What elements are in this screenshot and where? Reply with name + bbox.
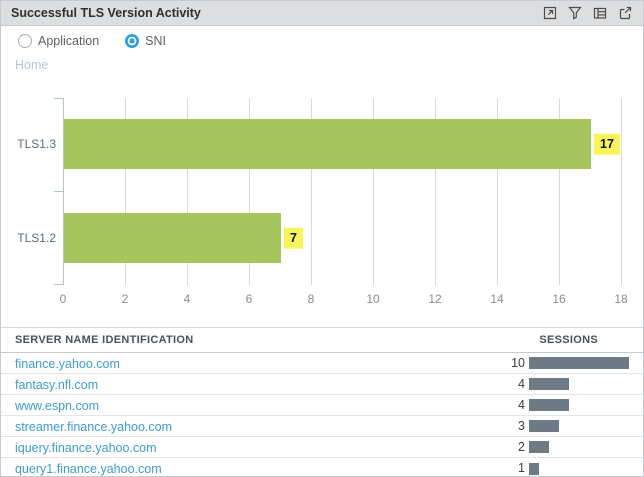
- filter-icon[interactable]: [567, 5, 583, 21]
- sessions-count: 2: [518, 439, 525, 454]
- gridline: [621, 98, 622, 285]
- breadcrumb-home-link[interactable]: Home: [15, 58, 49, 72]
- sessions-cell: 4: [495, 374, 569, 394]
- bar-tls13[interactable]: 17: [64, 119, 620, 169]
- sni-link[interactable]: query1.finance.yahoo.com: [15, 462, 162, 476]
- y-axis-tick: [54, 98, 63, 99]
- bar-tls12-value-label: 7: [284, 227, 303, 249]
- x-tick-12: 12: [428, 292, 442, 306]
- sessions-cell: 4: [495, 395, 569, 415]
- bar-tls13-value-label: 17: [594, 133, 620, 155]
- sni-link[interactable]: iquery.finance.yahoo.com: [15, 441, 157, 455]
- sni-sessions-table: SERVER NAME IDENTIFICATION SESSIONS fina…: [1, 327, 643, 476]
- radio-sni-label: SNI: [145, 34, 166, 48]
- table-row: iquery.finance.yahoo.com 2: [1, 437, 643, 458]
- table-row: finance.yahoo.com 10: [1, 353, 643, 374]
- sessions-cell: 10: [495, 353, 629, 373]
- gridline: [249, 98, 250, 285]
- radio-sni-circle[interactable]: [125, 34, 140, 48]
- chart-plot-area: 17 7: [54, 98, 622, 285]
- sessions-count: 10: [511, 355, 525, 370]
- gridline: [435, 98, 436, 285]
- radio-application[interactable]: Application: [18, 34, 99, 48]
- sessions-count: 4: [518, 376, 525, 391]
- sessions-count: 1: [518, 461, 525, 475]
- sni-link[interactable]: streamer.finance.yahoo.com: [15, 420, 173, 434]
- sessions-bar: [529, 441, 549, 453]
- table-header-row: SERVER NAME IDENTIFICATION SESSIONS: [1, 328, 643, 353]
- sessions-bar: [529, 357, 629, 369]
- column-header-server-name: SERVER NAME IDENTIFICATION: [15, 334, 194, 346]
- y-category-tls12: TLS1.2: [17, 231, 56, 245]
- y-category-tls13: TLS1.3: [17, 137, 56, 151]
- sessions-count: 4: [518, 397, 525, 412]
- x-tick-4: 4: [183, 292, 191, 306]
- sessions-bar: [529, 462, 539, 475]
- x-tick-16: 16: [552, 292, 566, 306]
- sessions-bar: [529, 399, 569, 411]
- gridline: [559, 98, 560, 285]
- maximize-icon[interactable]: [542, 5, 558, 21]
- x-tick-14: 14: [490, 292, 504, 306]
- table-row: fantasy.nfl.com 4: [1, 374, 643, 395]
- gridline: [497, 98, 498, 285]
- widget-toolbar: [542, 5, 633, 21]
- column-header-sessions: SESSIONS: [539, 334, 598, 346]
- y-axis-line: [63, 98, 64, 285]
- y-axis-tick: [54, 191, 63, 192]
- sni-link[interactable]: finance.yahoo.com: [15, 357, 120, 371]
- sessions-cell: 1: [495, 458, 539, 476]
- radio-application-label: Application: [38, 34, 100, 48]
- sni-link[interactable]: www.espn.com: [15, 399, 100, 413]
- table-row: www.espn.com 4: [1, 395, 643, 416]
- x-tick-10: 10: [366, 292, 380, 306]
- sessions-cell: 3: [495, 416, 559, 436]
- x-tick-8: 8: [307, 292, 315, 306]
- x-tick-6: 6: [245, 292, 253, 306]
- sessions-bar: [529, 378, 569, 390]
- x-tick-0: 0: [59, 292, 67, 306]
- y-axis-tick: [54, 284, 63, 285]
- gridline: [373, 98, 374, 285]
- export-icon[interactable]: [617, 5, 633, 21]
- bar-tls12[interactable]: 7: [64, 213, 303, 263]
- widget-header: Successful TLS Version Activity: [1, 1, 643, 26]
- gridline: [311, 98, 312, 285]
- tls-version-bar-chart: 17 7 TLS1.3 TLS1.2 0 2 4 6 8 10 12 14 16…: [1, 98, 643, 311]
- x-tick-18: 18: [614, 292, 628, 306]
- gridline: [125, 98, 126, 285]
- sessions-count: 3: [518, 418, 525, 433]
- radio-sni[interactable]: SNI: [125, 34, 166, 48]
- sessions-bar: [529, 420, 559, 432]
- gridline: [187, 98, 188, 285]
- sessions-cell: 2: [495, 437, 549, 457]
- table-row: streamer.finance.yahoo.com 3: [1, 416, 643, 437]
- view-mode-radios: Application SNI: [18, 34, 166, 48]
- widget-title: Successful TLS Version Activity: [11, 6, 201, 20]
- sni-link[interactable]: fantasy.nfl.com: [15, 378, 99, 392]
- table-row: query1.finance.yahoo.com 1: [1, 458, 643, 476]
- radio-application-circle[interactable]: [18, 34, 32, 48]
- table-view-icon[interactable]: [592, 5, 608, 21]
- x-tick-2: 2: [121, 292, 129, 306]
